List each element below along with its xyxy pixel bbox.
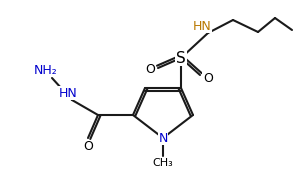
- Text: HN: HN: [59, 87, 78, 100]
- Text: O: O: [203, 71, 213, 85]
- Text: N: N: [158, 132, 168, 144]
- Text: CH₃: CH₃: [153, 158, 173, 168]
- Text: NH₂: NH₂: [34, 63, 58, 77]
- Text: O: O: [83, 140, 93, 154]
- Text: HN: HN: [193, 19, 211, 33]
- Text: S: S: [176, 51, 186, 65]
- Text: O: O: [145, 63, 155, 75]
